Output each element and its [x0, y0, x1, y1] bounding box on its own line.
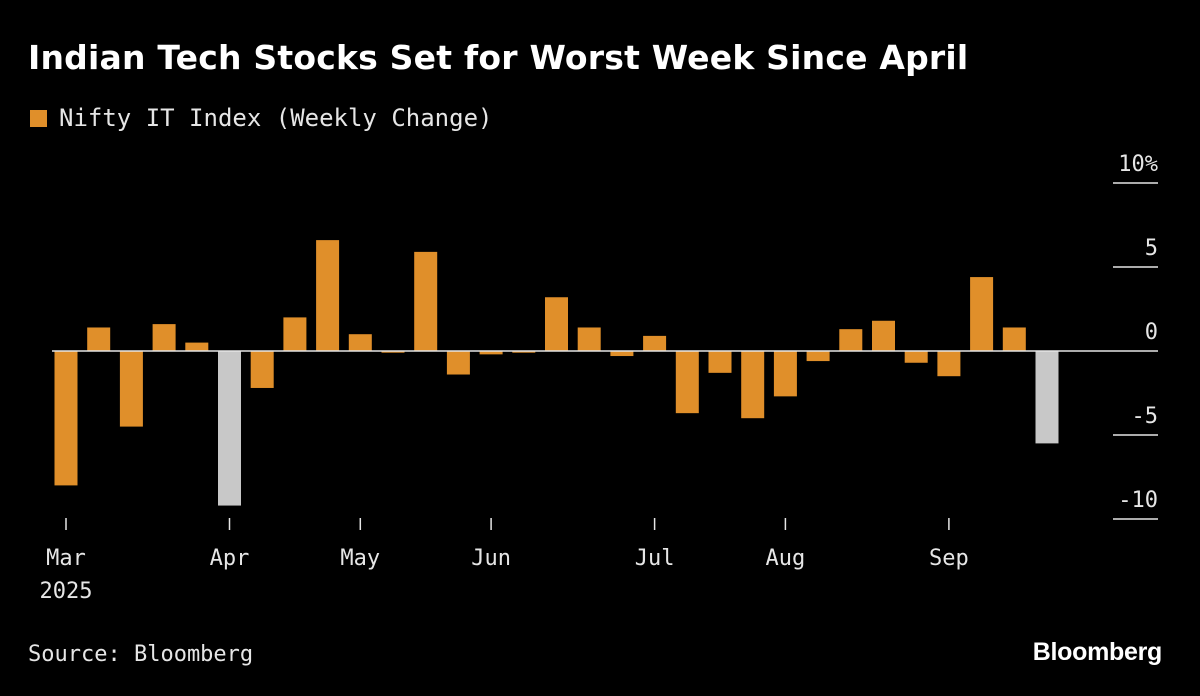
bar	[414, 251, 438, 351]
bar	[970, 277, 994, 351]
x-tick-label: May	[340, 546, 380, 571]
bar	[675, 351, 699, 414]
x-tick-label: Mar	[46, 546, 86, 571]
y-tick-label: -10	[1118, 488, 1158, 513]
y-tick-label: -5	[1132, 404, 1159, 429]
legend-label: Nifty IT Index (Weekly Change)	[59, 104, 493, 132]
bar	[54, 351, 78, 486]
bar	[185, 342, 209, 351]
bar	[872, 320, 895, 351]
bar	[643, 335, 667, 351]
x-tick-label: Apr	[210, 546, 250, 571]
bloomberg-logo: Bloomberg	[1032, 638, 1163, 666]
bar	[381, 351, 405, 353]
bar	[806, 351, 830, 362]
bar	[708, 351, 732, 373]
bar	[937, 351, 961, 377]
bar	[512, 351, 536, 353]
bar	[250, 351, 274, 388]
y-axis: 10% 5 0 -5 -10	[1118, 152, 1158, 513]
source-note: Source: Bloomberg	[28, 642, 254, 667]
legend: Nifty IT Index (Weekly Change)	[30, 104, 492, 132]
bar	[348, 334, 372, 351]
bar	[839, 329, 863, 351]
x-tick-sublabel: 2025	[40, 579, 93, 604]
bar	[610, 351, 634, 357]
bar	[218, 351, 241, 506]
legend-swatch	[30, 109, 47, 127]
bar	[1035, 351, 1059, 444]
y-gridlines	[1113, 182, 1158, 520]
x-tick-label: Jul	[635, 546, 675, 571]
x-tick-label: Jun	[471, 546, 511, 571]
bar	[316, 240, 340, 351]
bar	[577, 327, 601, 351]
y-tick-label: 10%	[1118, 152, 1158, 177]
chart-title: Indian Tech Stocks Set for Worst Week Si…	[28, 38, 969, 77]
x-tick-label: Aug	[766, 546, 806, 571]
bar	[1002, 327, 1026, 351]
bar	[283, 317, 307, 351]
bar	[545, 297, 568, 351]
bar	[773, 351, 797, 397]
x-axis: Mar 2025 Apr May Jun Jul Aug Sep	[40, 518, 969, 604]
y-tick-label: 0	[1145, 320, 1158, 345]
bar	[152, 324, 176, 351]
bar	[87, 327, 111, 351]
bar	[446, 351, 470, 375]
bar	[904, 351, 928, 363]
bar	[741, 351, 765, 419]
y-tick-label: 5	[1145, 236, 1158, 261]
bars	[54, 240, 1059, 506]
x-tick-label: Sep	[929, 546, 969, 571]
bar	[119, 351, 143, 427]
bar	[479, 351, 503, 355]
